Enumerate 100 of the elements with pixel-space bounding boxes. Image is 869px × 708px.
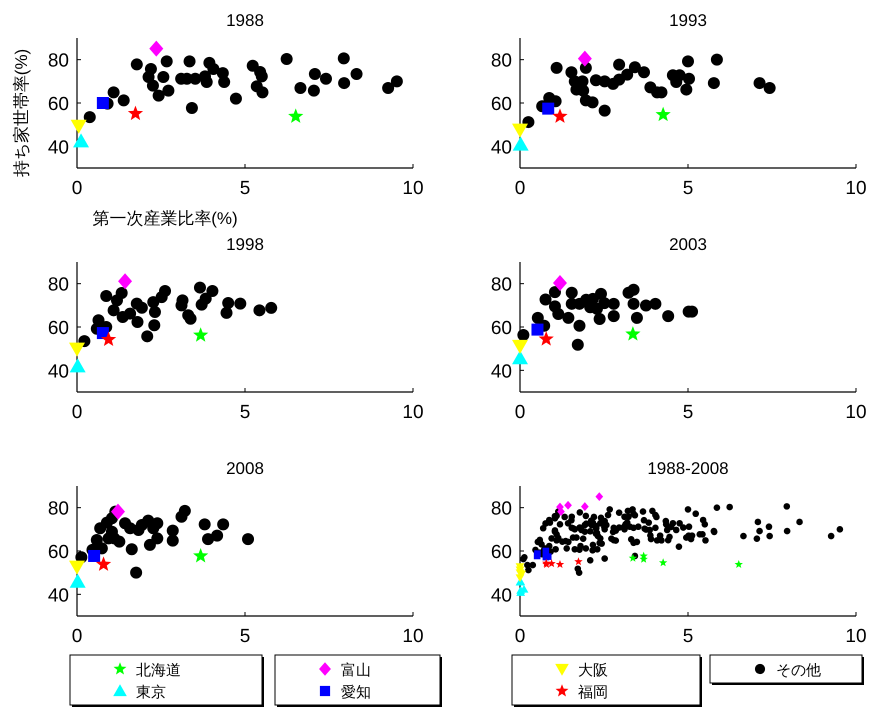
- x-tick-label: 0: [72, 178, 82, 199]
- point: [218, 76, 230, 88]
- point: [548, 286, 561, 298]
- x-axis-title: 第一次産業比率(%): [92, 209, 238, 228]
- x-tick-label: 10: [402, 402, 424, 423]
- legend-label: 富山: [341, 662, 371, 679]
- point: [152, 90, 165, 102]
- point: [708, 77, 720, 90]
- point: [198, 518, 211, 530]
- chart-title: 2003: [669, 235, 707, 254]
- chart-title: 1988: [226, 11, 264, 30]
- x-tick-label: 0: [72, 402, 82, 423]
- point: [253, 304, 266, 316]
- point: [710, 54, 723, 66]
- x-tick-label: 10: [402, 626, 424, 647]
- point: [566, 286, 578, 299]
- point: [96, 97, 109, 109]
- point: [628, 284, 640, 296]
- point: [649, 298, 662, 310]
- point: [516, 586, 526, 594]
- point: [656, 106, 671, 122]
- point: [100, 332, 116, 346]
- point: [390, 75, 403, 88]
- x-tick-label: 10: [402, 178, 424, 199]
- point: [573, 320, 586, 332]
- point: [148, 306, 161, 318]
- point: [116, 286, 128, 299]
- point: [288, 108, 304, 123]
- point: [308, 68, 321, 80]
- point: [194, 282, 206, 294]
- point: [108, 86, 120, 98]
- x-tick-label: 5: [682, 626, 694, 647]
- x-tick-label: 0: [514, 402, 526, 423]
- point: [628, 298, 640, 310]
- x-tick-label: 5: [682, 402, 694, 423]
- point: [572, 338, 584, 351]
- point: [242, 533, 254, 546]
- point: [178, 504, 191, 517]
- point: [382, 82, 394, 94]
- point: [141, 330, 154, 342]
- point: [680, 84, 692, 96]
- point: [662, 310, 674, 322]
- point: [556, 560, 564, 568]
- y-tick-label: 80: [490, 50, 512, 72]
- point: [144, 538, 156, 551]
- point: [294, 82, 306, 94]
- y-tick-label: 60: [490, 542, 512, 563]
- y-tick-label: 40: [490, 137, 512, 158]
- point: [110, 504, 125, 520]
- point: [162, 84, 174, 97]
- y-tick-label: 40: [48, 585, 69, 606]
- point: [564, 500, 572, 510]
- point: [630, 312, 643, 324]
- x-tick-label: 0: [514, 178, 526, 199]
- point: [594, 312, 606, 325]
- point: [512, 340, 528, 354]
- point: [159, 285, 172, 298]
- point: [639, 552, 648, 560]
- point: [186, 102, 198, 114]
- point: [160, 55, 173, 68]
- legend-label: 東京: [136, 684, 166, 701]
- x-tick-label: 5: [682, 178, 694, 199]
- point: [578, 50, 592, 67]
- legend-entry: 愛知: [320, 684, 371, 701]
- point: [534, 552, 540, 560]
- point: [70, 358, 86, 372]
- point: [256, 86, 268, 98]
- legend-label: 北海道: [136, 662, 181, 679]
- legend-label: 大阪: [578, 662, 608, 679]
- point: [128, 106, 144, 120]
- x-tick-label: 5: [240, 402, 250, 423]
- point: [754, 77, 766, 90]
- x-tick-label: 0: [72, 626, 82, 647]
- point: [682, 55, 694, 68]
- y-tick-label: 60: [490, 94, 512, 115]
- point: [113, 536, 126, 548]
- point: [118, 94, 130, 106]
- point: [211, 530, 224, 542]
- chart-title: 1998: [226, 235, 264, 254]
- point: [280, 53, 293, 66]
- y-tick-label: 40: [48, 361, 69, 382]
- point: [658, 558, 668, 566]
- x-tick-label: 10: [845, 626, 867, 647]
- point: [265, 302, 278, 314]
- point: [595, 492, 604, 502]
- chart-title: 1993: [669, 11, 707, 30]
- point: [166, 534, 179, 547]
- point: [628, 61, 641, 74]
- point: [586, 96, 599, 108]
- point: [552, 108, 568, 123]
- legend-label: 福岡: [578, 684, 608, 701]
- chart-title: 1988-2008: [647, 459, 729, 478]
- point: [90, 534, 103, 546]
- point: [517, 329, 530, 342]
- point: [84, 111, 96, 124]
- chart-title: 2008: [226, 459, 264, 478]
- point: [594, 288, 607, 300]
- point: [184, 312, 197, 325]
- point: [512, 124, 528, 138]
- legend-entry: 北海道: [114, 662, 181, 679]
